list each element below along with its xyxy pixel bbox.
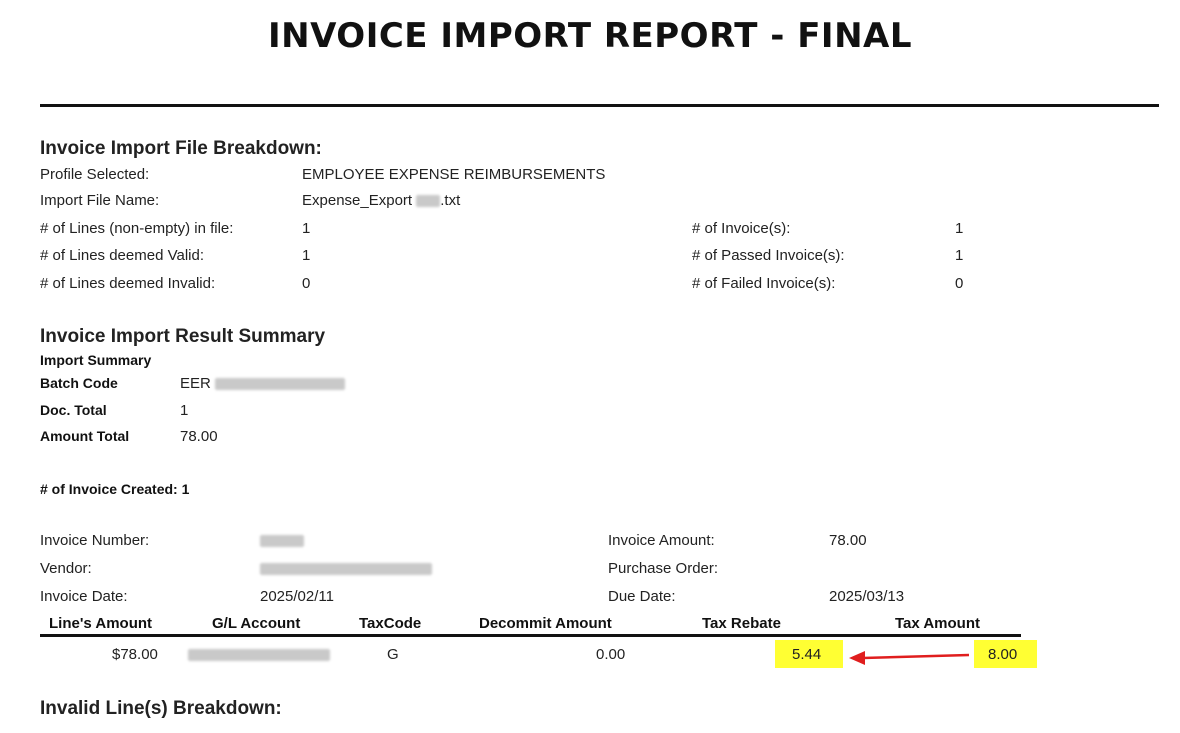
- lines-label: # of Lines (non-empty) in file:: [40, 220, 234, 237]
- valid-label: # of Lines deemed Valid:: [40, 247, 204, 264]
- passed-value: 1: [955, 247, 964, 264]
- amount-total-label: Amount Total: [40, 428, 130, 444]
- lines-value: 1: [302, 220, 311, 237]
- summary-heading: Invoice Import Result Summary: [40, 326, 326, 347]
- invoice-date-label: Invoice Date:: [40, 588, 128, 605]
- profile-label: Profile Selected:: [40, 166, 150, 183]
- batch-code-label: Batch Code: [40, 375, 118, 391]
- breakdown-heading: Invoice Import File Breakdown:: [40, 138, 322, 159]
- invoice-amount-value: 78.00: [829, 532, 867, 549]
- red-arrow-icon: [849, 651, 970, 665]
- batch-code-prefix: EER: [180, 375, 211, 392]
- import-summary-subheading: Import Summary: [40, 352, 152, 368]
- valid-value: 1: [302, 247, 311, 264]
- invoices-label: # of Invoice(s):: [692, 220, 791, 237]
- invalid-value: 0: [302, 275, 311, 292]
- vendor-value: [260, 560, 432, 577]
- due-date-value: 2025/03/13: [829, 588, 905, 605]
- invoice-date-value: 2025/02/11: [260, 588, 334, 605]
- invoice-number-value: [260, 532, 304, 549]
- vendor-label: Vendor:: [40, 560, 92, 577]
- row-gl-account: [188, 646, 330, 663]
- tax-amount-highlight: [974, 640, 1037, 668]
- invoices-value: 1: [955, 220, 964, 237]
- invoice-created-count: # of Invoice Created: 1: [40, 481, 190, 497]
- invoice-amount-label: Invoice Amount:: [608, 532, 715, 549]
- row-tax-code: G: [387, 646, 399, 663]
- profile-value: EMPLOYEE EXPENSE REIMBURSEMENTS: [302, 166, 606, 183]
- file-name-label: Import File Name:: [40, 192, 160, 209]
- redacted-block: [260, 535, 304, 548]
- batch-code-value: EER: [180, 375, 346, 392]
- title-divider: [40, 104, 1159, 107]
- col-tax-amount: Tax Amount: [895, 615, 980, 632]
- doc-total-label: Doc. Total: [40, 402, 107, 418]
- doc-total-value: 1: [180, 402, 189, 419]
- row-tax-amount: 8.00: [988, 646, 1018, 663]
- col-taxcode: TaxCode: [359, 615, 422, 632]
- report-title: INVOICE IMPORT REPORT - FINAL: [267, 16, 913, 56]
- redacted-block: [260, 563, 432, 576]
- redacted-block: [188, 649, 330, 662]
- tax-rebate-highlight: [775, 640, 843, 668]
- col-tax-rebate: Tax Rebate: [702, 615, 781, 632]
- amount-total-value: 78.00: [180, 428, 218, 445]
- row-tax-rebate: 5.44: [792, 646, 822, 663]
- table-header-divider: [40, 634, 1021, 637]
- purchase-order-label: Purchase Order:: [608, 560, 719, 577]
- invalid-lines-heading: Invalid Line(s) Breakdown:: [40, 698, 282, 719]
- redacted-block: [215, 378, 346, 391]
- row-decommit: 0.00: [596, 646, 626, 663]
- file-name-prefix: Expense_Export: [302, 192, 413, 209]
- failed-label: # of Failed Invoice(s):: [692, 275, 836, 292]
- file-name-suffix: .txt: [440, 192, 461, 209]
- invalid-label: # of Lines deemed Invalid:: [40, 275, 216, 292]
- col-gl-account: G/L Account: [212, 615, 301, 632]
- redacted-block: [416, 195, 441, 208]
- passed-label: # of Passed Invoice(s):: [692, 247, 845, 264]
- col-decommit-amount: Decommit Amount: [479, 615, 612, 632]
- col-line-amount: Line's Amount: [49, 615, 153, 632]
- row-line-amount: $78.00: [112, 646, 158, 663]
- failed-value: 0: [955, 275, 964, 292]
- due-date-label: Due Date:: [608, 588, 676, 605]
- invoice-number-label: Invoice Number:: [40, 532, 150, 549]
- file-name-value: Expense_Export .txt: [302, 192, 460, 209]
